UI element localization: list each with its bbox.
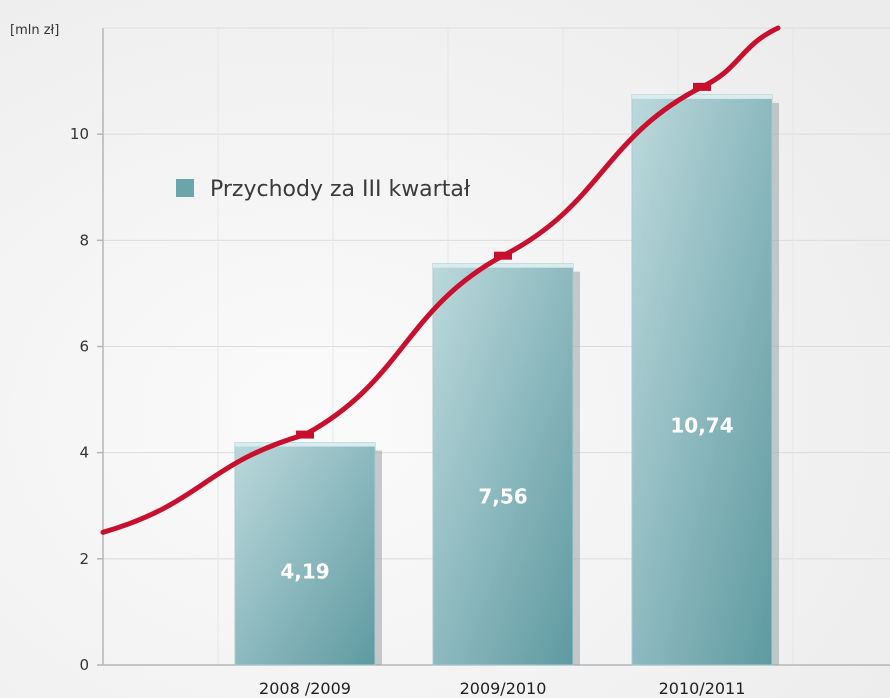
bar [234, 442, 376, 666]
y-tick-label: 0 [79, 656, 89, 674]
legend-swatch [176, 179, 194, 197]
y-tick-label: 2 [79, 550, 89, 568]
labels: 4,19 2008 /2009 7,56 2009/2010 10,74 2010/201… [259, 414, 745, 698]
legend-label: Przychody za III kwartał [210, 177, 471, 202]
bars [234, 94, 779, 666]
y-tick-label: 4 [79, 444, 89, 462]
trend-marker [494, 251, 512, 260]
bar-data-label: 4,19 [280, 560, 329, 584]
y-tick-label: 6 [79, 338, 89, 356]
trend-marker [296, 430, 314, 439]
bar-top-highlight [433, 263, 573, 268]
legend: Przychody za III kwartał [176, 177, 471, 202]
trend-marker [693, 82, 711, 91]
bar-data-label: 7,56 [478, 484, 527, 508]
bar [631, 94, 773, 666]
x-category-label: 2010/2011 [659, 679, 746, 698]
bar-top-highlight [235, 442, 375, 447]
x-category-label: 2009/2010 [460, 679, 547, 698]
trend-line-group [100, 25, 781, 535]
y-tick-label: 8 [79, 231, 89, 249]
y-tick-label: 10 [70, 125, 89, 143]
bar [432, 263, 574, 666]
y-unit-label: [mln zł] [10, 23, 59, 38]
x-category-label: 2008 /2009 [259, 679, 351, 698]
bar-top-highlight [632, 94, 772, 99]
bar-data-label: 10,74 [670, 414, 733, 438]
